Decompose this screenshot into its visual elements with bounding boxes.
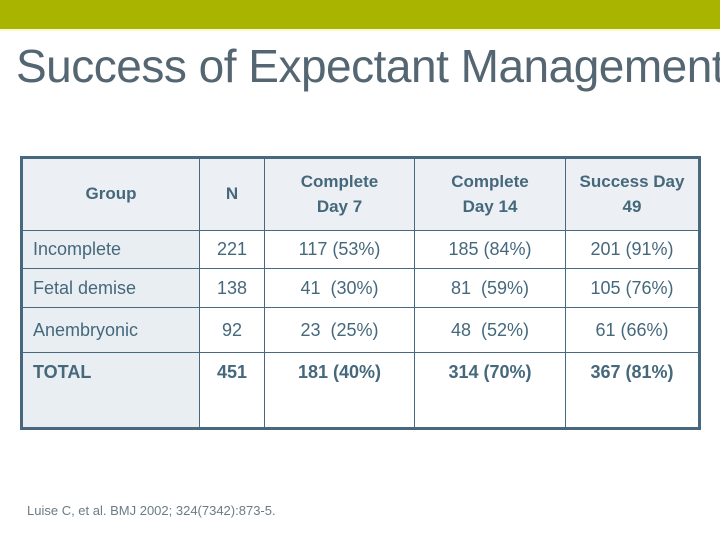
table-cell: 92: [199, 307, 265, 353]
table-row-anembryonic: Anembryonic 92 23 (25%) 48 (52%) 61 (66%…: [21, 307, 700, 353]
table-header-row: Group N Complete Day 7 Complete Day 14 S…: [21, 157, 700, 231]
column-header-group: Group: [21, 157, 200, 231]
table-cell: 185 (84%): [414, 230, 566, 269]
table-cell: 201 (91%): [565, 230, 700, 269]
table-row-total: TOTAL 451 181 (40%) 314 (70%) 367 (81%): [21, 352, 700, 429]
column-header-complete-day-14: Complete Day 14: [414, 157, 566, 231]
table-cell: 367 (81%): [565, 352, 700, 429]
row-label: Incomplete: [21, 230, 200, 269]
table-cell: 48 (52%): [414, 307, 566, 353]
table-cell: 23 (25%): [264, 307, 415, 353]
expectant-management-table: Group N Complete Day 7 Complete Day 14 S…: [20, 156, 701, 430]
table-cell: 221: [199, 230, 265, 269]
table-cell: 451: [199, 352, 265, 429]
table-cell: 41 (30%): [264, 268, 415, 308]
column-header-complete-day-7: Complete Day 7: [264, 157, 415, 231]
table-cell: 138: [199, 268, 265, 308]
table-cell: 117 (53%): [264, 230, 415, 269]
page-title: Success of Expectant Management: [16, 40, 720, 92]
table-cell: 61 (66%): [565, 307, 700, 353]
table-row-fetal-demise: Fetal demise 138 41 (30%) 81 (59%) 105 (…: [21, 268, 700, 308]
table-cell: 314 (70%): [414, 352, 566, 429]
table-cell: 105 (76%): [565, 268, 700, 308]
table-cell: 181 (40%): [264, 352, 415, 429]
row-label: TOTAL: [21, 352, 200, 429]
row-label: Anembryonic: [21, 307, 200, 353]
table-row-incomplete: Incomplete 221 117 (53%) 185 (84%) 201 (…: [21, 230, 700, 269]
column-header-n: N: [199, 157, 265, 231]
row-label: Fetal demise: [21, 268, 200, 308]
table-cell: 81 (59%): [414, 268, 566, 308]
citation: Luise C, et al. BMJ 2002; 324(7342):873-…: [27, 503, 276, 518]
column-header-success-day-49: Success Day 49: [565, 157, 700, 231]
top-accent-bar: [0, 0, 720, 31]
